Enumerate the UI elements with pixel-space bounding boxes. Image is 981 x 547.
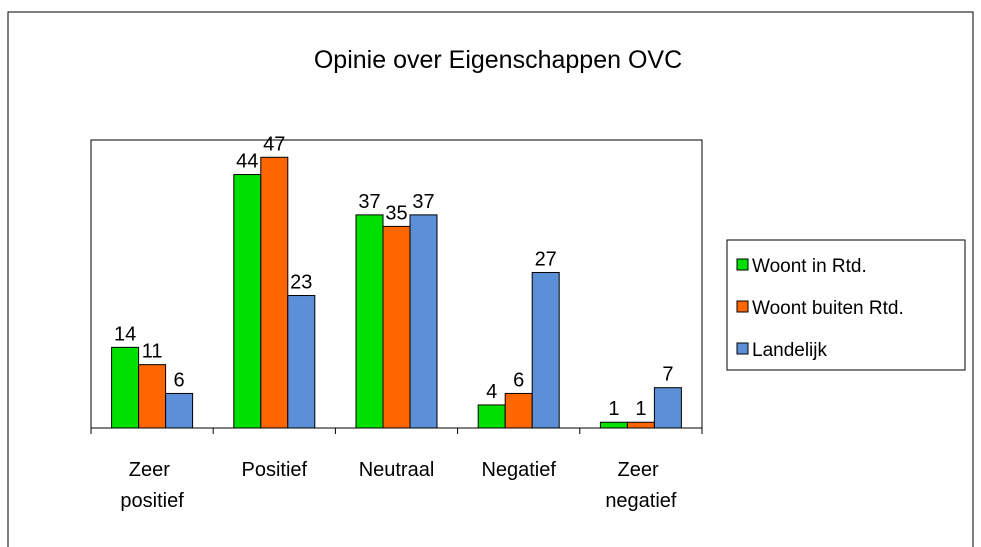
bar [504,392,533,429]
bar [233,174,262,429]
bar [165,392,194,429]
data-label: 37 [358,191,380,213]
bar [260,156,289,429]
bar [355,214,384,429]
legend-label: Woont in Rtd. [752,256,867,277]
data-label: 4 [486,381,497,403]
legend-swatch [736,258,749,271]
legend-swatch [736,300,749,313]
x-tick-label: Negatief [481,459,556,481]
data-label: 37 [412,191,434,213]
bar [599,421,628,429]
data-label: 47 [263,133,285,155]
data-label: 7 [662,364,673,386]
bar [111,346,140,429]
legend-label: Landelijk [752,340,827,361]
bar [531,271,560,429]
bar [287,295,316,429]
data-label: 35 [385,202,407,224]
bar [477,404,506,429]
legend-swatch [736,342,749,355]
x-tick-label: Positief [242,459,308,481]
x-tick-label: Zeer positief [120,459,184,512]
data-label: 23 [290,272,312,294]
legend-box [726,239,966,371]
data-label: 6 [513,369,524,391]
data-label: 44 [236,151,258,173]
bar [653,387,682,429]
chart-title: Opinie over Eigenschappen OVC [314,46,682,74]
data-label: 11 [142,341,163,363]
data-label: 1 [635,398,646,420]
data-label: 14 [114,323,136,345]
bar [409,214,438,429]
legend-label: Woont buiten Rtd. [752,298,904,319]
x-tick-label: Zeer negatief [605,459,677,512]
data-label: 1 [608,398,619,420]
x-tick-label: Neutraal [359,459,435,481]
bar [626,421,655,429]
bar [382,225,411,429]
bar [138,364,167,429]
data-label: 27 [535,248,557,270]
data-label: 6 [174,369,185,391]
